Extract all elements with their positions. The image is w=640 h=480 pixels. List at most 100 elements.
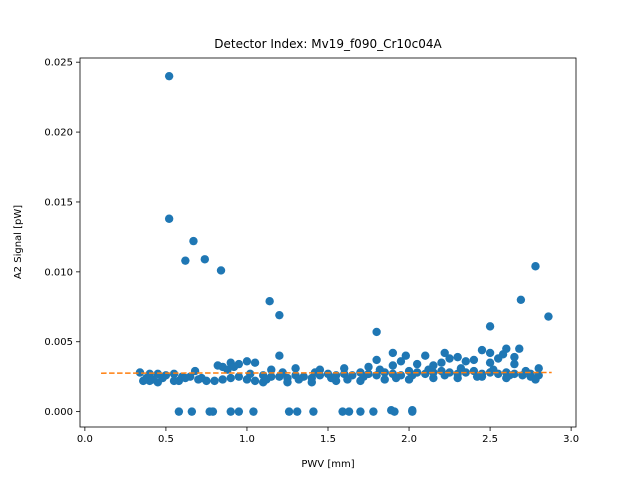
data-point (388, 361, 398, 370)
data-point (327, 373, 336, 383)
data-point (267, 365, 276, 374)
data-point (401, 351, 411, 360)
x-tick-label: 1.5 (320, 434, 336, 445)
data-point (213, 361, 222, 370)
data-point (485, 322, 495, 331)
data-point (369, 407, 378, 416)
data-point (262, 375, 271, 384)
data-point (380, 375, 389, 384)
data-point (169, 376, 179, 386)
data-point (364, 362, 373, 372)
data-point (412, 359, 422, 369)
data-point (343, 375, 352, 384)
x-tick-label: 0.0 (77, 434, 93, 445)
data-point (135, 368, 145, 377)
data-point (521, 366, 530, 376)
data-point (453, 373, 462, 383)
y-tick-label: 0.000 (44, 407, 73, 418)
data-point (309, 407, 318, 416)
data-point (223, 365, 232, 374)
data-point (210, 376, 219, 386)
data-point (391, 373, 401, 383)
data-point (164, 214, 174, 223)
data-point (164, 71, 174, 81)
data-point (440, 348, 449, 358)
data-point (226, 373, 235, 383)
data-point (469, 355, 479, 365)
data-point (234, 407, 244, 416)
y-tick-label: 0.020 (44, 128, 73, 139)
y-tick-label: 0.005 (44, 337, 73, 348)
data-point (344, 407, 354, 416)
data-point (489, 365, 498, 374)
data-point (544, 312, 553, 321)
data-point (437, 358, 446, 367)
x-tick-label: 0.5 (158, 434, 174, 445)
scatter-series (135, 71, 553, 416)
data-point (510, 359, 519, 369)
data-point (265, 297, 274, 306)
data-point (461, 357, 470, 366)
data-point (278, 368, 287, 377)
x-tick-label: 2.0 (401, 434, 417, 445)
data-point (396, 357, 406, 366)
plot-frame (79, 57, 577, 428)
data-point (472, 372, 482, 381)
data-point (456, 364, 466, 373)
plot-area (101, 71, 553, 416)
y-tick-label: 0.025 (44, 58, 73, 69)
data-point (372, 355, 381, 365)
data-point (485, 348, 495, 358)
data-point (216, 266, 226, 275)
data-point (359, 372, 368, 381)
data-point (516, 295, 526, 305)
data-point (139, 376, 148, 386)
data-point (226, 407, 235, 416)
data-point (421, 351, 430, 360)
data-point (234, 372, 244, 381)
data-point (453, 352, 462, 362)
data-point (148, 375, 158, 384)
fit-series (101, 371, 552, 374)
y-tick-label: 0.010 (44, 267, 73, 278)
data-point (338, 407, 347, 416)
data-point (429, 373, 438, 383)
data-point (200, 255, 210, 264)
data-point (275, 351, 284, 360)
data-point (181, 373, 190, 383)
data-point (510, 352, 519, 362)
data-point (310, 368, 320, 377)
data-point (242, 357, 252, 366)
data-point (158, 373, 167, 383)
data-point (534, 364, 543, 373)
data-point (307, 378, 316, 387)
data-point (424, 365, 433, 374)
chart-title: Detector Index: Mv19_f090_Cr10c04A (214, 37, 442, 51)
data-point (189, 236, 198, 246)
data-point (283, 378, 292, 387)
data-point (485, 358, 495, 367)
y-axis-label: A2 Signal [pW] (13, 205, 24, 279)
x-axis: 0.0 0.5 1.0 1.5 2.0 2.5 3.0 (77, 427, 579, 445)
data-point (356, 407, 365, 416)
data-point (445, 354, 454, 363)
data-point (531, 262, 540, 271)
x-axis-label: PWV [mm] (301, 459, 354, 470)
data-point (169, 369, 179, 379)
data-point (250, 358, 260, 367)
y-axis: 0.000 0.005 0.010 0.015 0.020 0.025 (44, 58, 80, 418)
data-point (340, 364, 349, 373)
x-tick-label: 3.0 (563, 434, 579, 445)
data-point (284, 407, 294, 416)
fit-line (101, 371, 552, 374)
data-point (291, 364, 300, 373)
x-tick-label: 1.0 (239, 434, 255, 445)
data-point (208, 407, 218, 416)
x-tick-label: 2.5 (482, 434, 498, 445)
data-point (388, 348, 398, 358)
data-point (375, 365, 385, 374)
data-point (250, 376, 260, 386)
data-point (245, 369, 255, 379)
data-point (294, 375, 304, 384)
